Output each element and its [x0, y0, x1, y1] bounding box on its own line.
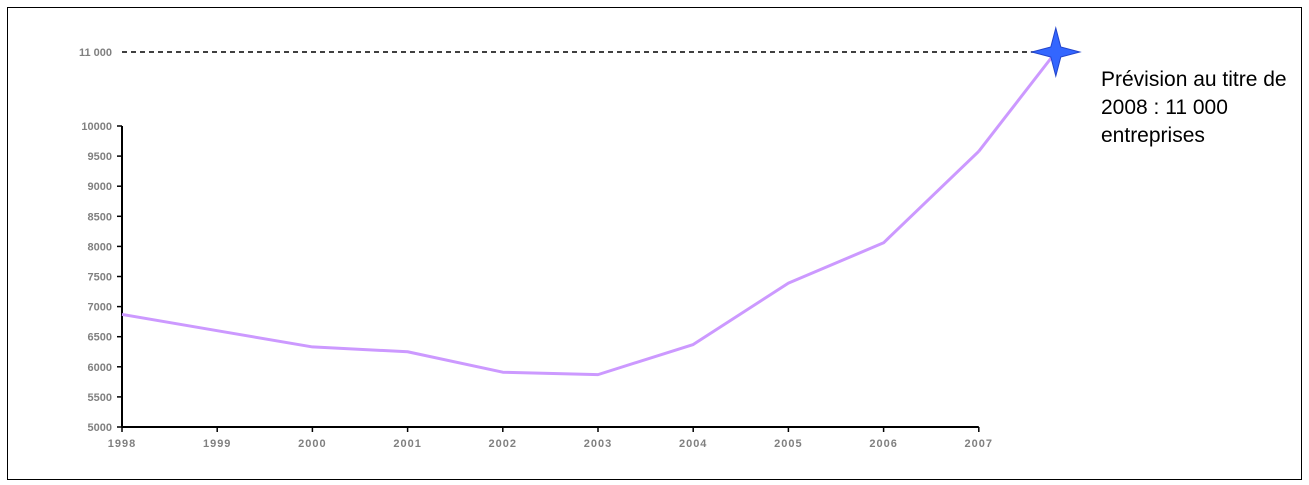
x-tick-label: 2001	[393, 438, 421, 450]
x-tick-label: 2002	[489, 438, 517, 450]
x-tick-label: 2005	[774, 438, 802, 450]
x-tick-label: 1998	[108, 438, 136, 450]
forecast-group: 11 000	[79, 26, 1082, 153]
star-icon	[1029, 26, 1082, 78]
x-tick-label: 2003	[584, 438, 612, 450]
x-tick-label: 2004	[679, 438, 707, 450]
y-tick-label: 5000	[88, 422, 112, 434]
y-axis-ticks: 5000 5500 6000 6500 7000 7500 8000 8500 9000 9500…	[81, 121, 122, 434]
y-tick-label: 8500	[88, 211, 112, 223]
y-tick-label: 9500	[88, 151, 112, 163]
y-tick-label: 10000	[81, 121, 112, 133]
forecast-annotation: Prévision au titre de 2008 : 11 000 entr…	[1101, 68, 1287, 147]
y-tick-label: 9000	[88, 181, 112, 193]
y-tick-label: 7000	[88, 302, 112, 314]
x-tick-label: 2000	[298, 438, 326, 450]
axes	[121, 126, 979, 428]
x-axis-ticks: 1998 1999 2000 2001 2002 2003 2004 2005 2006 2007	[108, 427, 993, 450]
y-tick-label: 8000	[88, 241, 112, 253]
y-tick-label: 6500	[88, 332, 112, 344]
forecast-value-label: 11 000	[79, 47, 112, 59]
series-line	[121, 150, 980, 377]
x-tick-label: 2006	[869, 438, 897, 450]
x-tick-label: 1999	[203, 438, 231, 450]
forecast-connector-line	[977, 51, 1057, 153]
chart-frame	[7, 7, 1302, 480]
x-tick-label: 2007	[965, 438, 993, 450]
y-tick-label: 5500	[88, 392, 112, 404]
series-lines	[121, 150, 980, 377]
y-tick-label: 7500	[88, 272, 112, 284]
y-tick-label: 6000	[88, 362, 112, 374]
